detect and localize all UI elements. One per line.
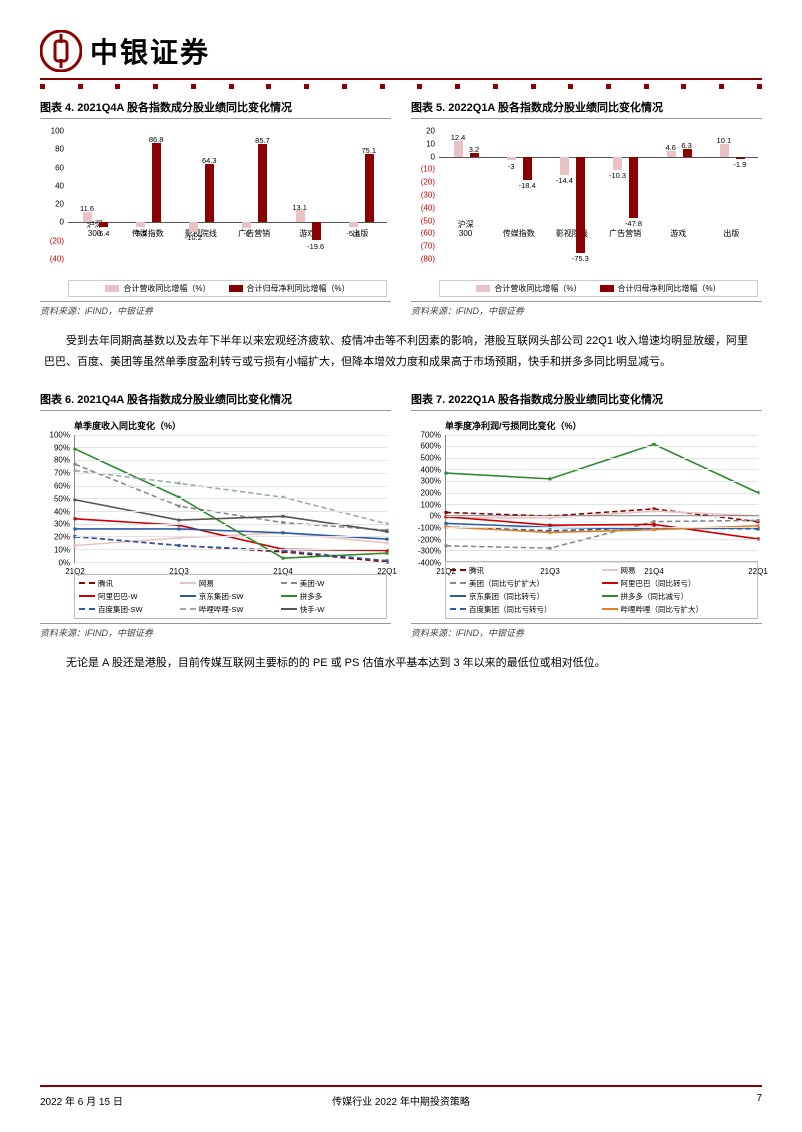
decorative-dots (40, 84, 762, 89)
boc-logo-icon (40, 30, 82, 72)
chart5: 20100(10)(20)(30)(40)(50)(60)(70)(80)沪深3… (411, 127, 762, 297)
header: 中银证券 (40, 30, 762, 72)
footer-page: 7 (521, 1093, 762, 1108)
chart7: 单季度净利润/亏损同比变化（%）700%600%500%400%300%200%… (411, 419, 762, 619)
footer-date: 2022 年 6 月 15 日 (40, 1093, 281, 1108)
paragraph-2: 无论是 A 股还是港股，目前传媒互联网主要标的的 PE 或 PS 估值水平基本达… (40, 653, 762, 674)
chart5-source: 资料来源：iFIND，中银证券 (411, 301, 762, 317)
brand-text: 中银证券 (90, 31, 210, 71)
chart5-title: 图表 5. 2022Q1A 股各指数成分股业绩同比变化情况 (411, 99, 762, 119)
divider (40, 78, 762, 80)
chart7-source: 资料来源：iFIND，中银证券 (411, 623, 762, 639)
chart6-title: 图表 6. 2021Q4A 股各指数成分股业绩同比变化情况 (40, 391, 391, 411)
chart7-title: 图表 7. 2022Q1A 股各指数成分股业绩同比变化情况 (411, 391, 762, 411)
footer-title: 传媒行业 2022 年中期投资策略 (281, 1093, 522, 1108)
chart6: 单季度收入同比变化（%）100%90%80%70%60%50%40%30%20%… (40, 419, 391, 619)
chart4: 100806040200(20)(40)沪深30011.6-5.4传媒指数-5.… (40, 127, 391, 297)
footer: 2022 年 6 月 15 日 传媒行业 2022 年中期投资策略 7 (40, 1085, 762, 1108)
paragraph-1: 受到去年同期高基数以及去年下半年以来宏观经济疲软、疫情冲击等不利因素的影响，港股… (40, 331, 762, 373)
chart4-source: 资料来源：iFIND，中银证券 (40, 301, 391, 317)
chart6-source: 资料来源：iFIND，中银证券 (40, 623, 391, 639)
chart4-title: 图表 4. 2021Q4A 股各指数成分股业绩同比变化情况 (40, 99, 391, 119)
